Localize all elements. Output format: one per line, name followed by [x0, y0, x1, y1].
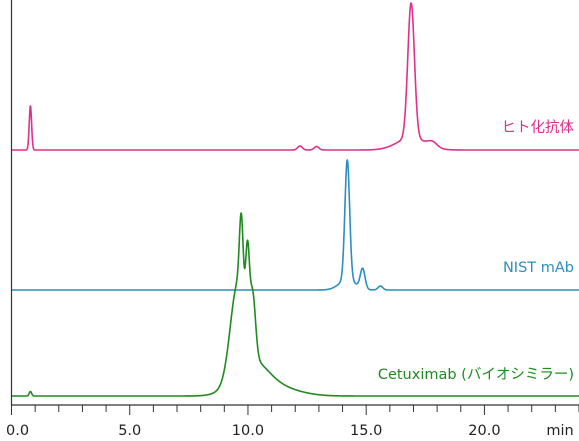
- x-unit-label: min: [546, 423, 573, 439]
- x-tick-label: 20.0: [468, 423, 500, 439]
- series-layer: ヒト化抗体 NIST mAb Cetuximab (バイオシミラー): [10, 2, 579, 397]
- x-tick-label: 5.0: [118, 423, 141, 439]
- axes-layer: [10, 0, 579, 406]
- x-tick-label: 15.0: [350, 423, 382, 439]
- series-line-2: [10, 212, 579, 397]
- series-label-0: ヒト化抗体: [502, 119, 575, 136]
- series-label-2: Cetuximab (バイオシミラー): [378, 367, 574, 383]
- x-tick-label: 0.0: [6, 423, 29, 439]
- series-line-1: [10, 159, 579, 291]
- x-ticks-layer: 0.0 5.0 10.0 15.0 20.0: [6, 405, 579, 439]
- series-label-1: NIST mAb: [503, 260, 574, 276]
- x-tick-label: 10.0: [232, 423, 264, 439]
- series-line-0: [10, 2, 579, 151]
